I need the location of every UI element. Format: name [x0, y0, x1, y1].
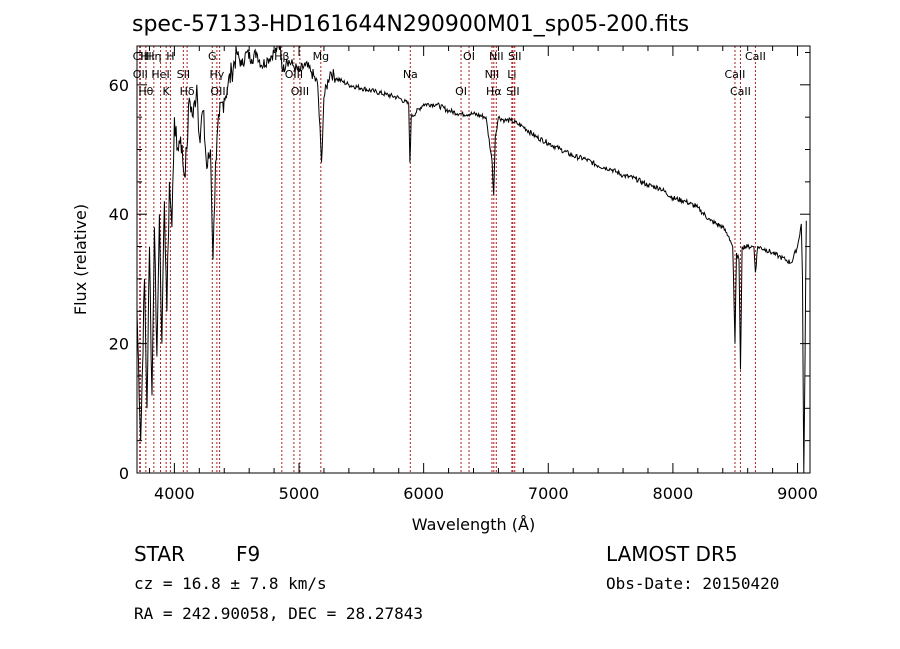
x-tick-label: 7000 — [528, 484, 569, 503]
line-marker-label: NII — [489, 50, 504, 63]
x-tick-label: 4000 — [154, 484, 195, 503]
line-marker-label: SII — [177, 68, 190, 81]
y-tick-label: 40 — [109, 205, 129, 224]
line-marker-label: OIII — [291, 85, 309, 98]
object-class: STAR — [134, 542, 185, 566]
line-marker-label: Hη — [146, 50, 161, 63]
line-marker-label: G — [208, 50, 217, 63]
x-tick-label: 8000 — [653, 484, 694, 503]
plot-frame — [136, 45, 811, 474]
line-marker-label: Hθ — [138, 85, 153, 98]
line-marker-label: OII — [133, 68, 148, 81]
spectral-subclass: F9 — [236, 542, 261, 566]
y-tick-label: 20 — [109, 335, 129, 354]
x-tick-label: 9000 — [777, 484, 818, 503]
line-marker-label: Hα — [486, 85, 502, 98]
y-tick-label: 0 — [119, 464, 129, 483]
line-marker-label: CII — [133, 50, 147, 63]
line-marker-label: NII — [485, 68, 500, 81]
line-marker-label: OIII — [210, 85, 228, 98]
y-axis-label: Flux (relative) — [71, 204, 90, 315]
line-marker-label: Hβ — [274, 50, 289, 63]
x-axis-label: Wavelength (Å) — [412, 515, 535, 534]
line-marker-label: OI — [455, 85, 467, 98]
survey-name: LAMOST DR5 — [606, 542, 738, 566]
line-marker-label: Mg — [313, 50, 329, 63]
line-marker-label: CaII — [730, 85, 751, 98]
line-marker-label: Li — [507, 68, 516, 81]
line-marker-label: CaII — [725, 68, 746, 81]
line-marker-label: Hδ — [180, 85, 195, 98]
line-marker-label: Hγ — [209, 68, 224, 81]
line-marker-label: Na — [403, 68, 418, 81]
line-marker-label: CaII — [745, 50, 766, 63]
line-marker-label: SII — [506, 85, 519, 98]
line-marker-label: OI — [463, 50, 475, 63]
observation-date: Obs-Date: 20150420 — [606, 574, 780, 593]
line-marker-label: HI — [140, 50, 152, 63]
line-marker-label: SII — [508, 50, 521, 63]
spectrum-line — [136, 45, 807, 474]
x-tick-label: 6000 — [403, 484, 444, 503]
coordinates: RA = 242.90058, DEC = 28.27843 — [134, 604, 423, 623]
y-tick-label: 60 — [109, 76, 129, 95]
line-marker-label: H — [166, 50, 174, 63]
x-tick-label: 5000 — [279, 484, 320, 503]
line-marker-label: K — [163, 85, 171, 98]
line-marker-label: HeI — [151, 68, 169, 81]
redshift-cz: cz = 16.8 ± 7.8 km/s — [134, 574, 327, 593]
chart-title: spec-57133-HD161644N290900M01_sp05-200.f… — [132, 12, 690, 37]
